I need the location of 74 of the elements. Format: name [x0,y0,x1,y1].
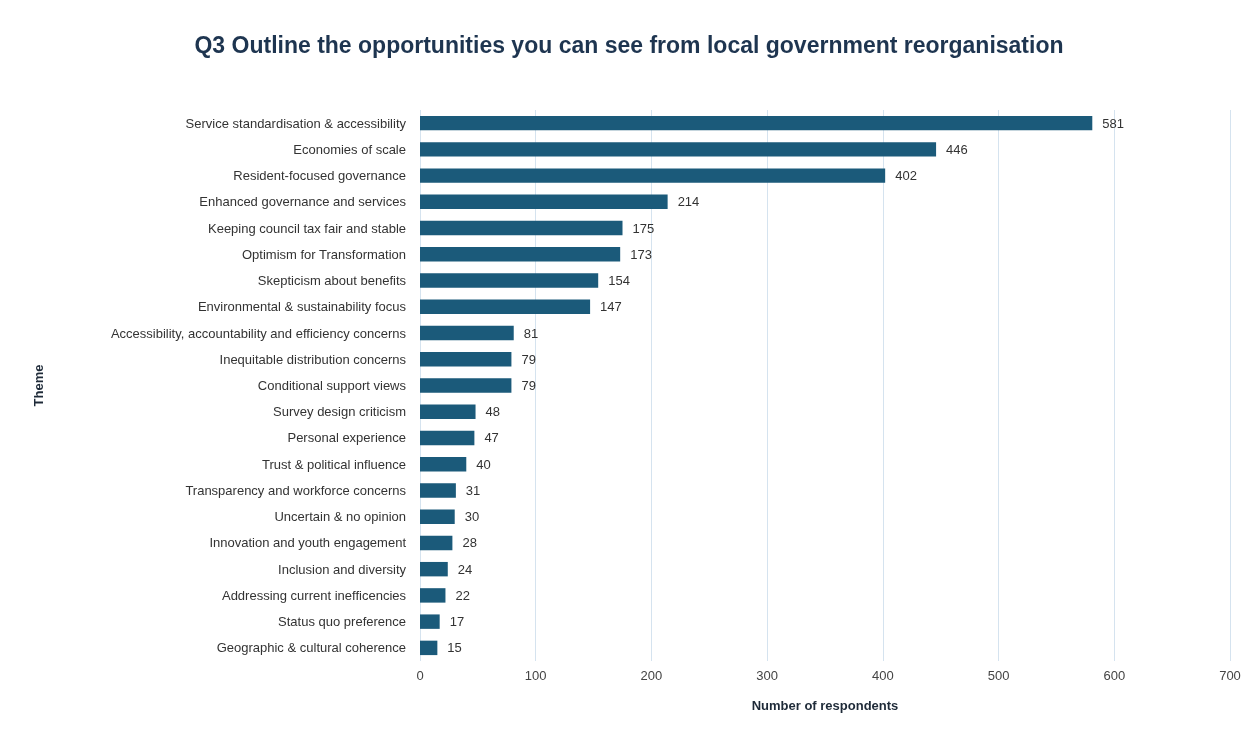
data-label: 40 [476,456,491,472]
bar [420,588,446,603]
bar [420,115,1093,131]
bar [420,168,886,183]
y-tick-label: Geographic & cultural coherence [216,640,406,656]
y-tick-label: Trust & political influence [261,456,406,472]
y-tick-label: Survey design criticism [273,404,406,420]
data-label: 15 [447,640,462,656]
y-tick-label: Enhanced governance and services [199,194,407,210]
y-tick-label: Skepticism about benefits [257,273,407,289]
y-tick-label: Innovation and youth engagement [209,535,407,551]
data-label: 24 [457,561,473,577]
bar [420,378,512,393]
y-tick-label: Transparency and workforce concerns [185,482,407,498]
y-tick-label: Optimism for Transformation [242,246,406,262]
y-tick-label: Uncertain & no opinion [274,509,406,525]
x-tick-label: 700 [1219,668,1241,683]
y-axis-title: Theme [31,364,46,407]
data-label: 79 [521,351,536,367]
x-tick-label: 100 [524,668,547,683]
data-label: 30 [464,509,480,525]
bar [420,614,440,629]
data-label: 28 [462,535,477,551]
bar [420,325,514,341]
data-label: 17 [449,614,465,630]
data-label: 402 [895,168,917,184]
x-tick-label: 500 [987,668,1010,683]
bar [420,220,623,236]
data-label: 173 [630,246,652,262]
bar [420,194,668,210]
bar [420,640,438,656]
bar [420,299,591,314]
bar [420,483,456,498]
bar [420,509,455,524]
y-tick-label: Economies of scale [293,141,406,157]
data-label: 79 [521,378,536,393]
data-label: 22 [455,587,470,603]
chart-title: Q3 Outline the opportunities you can see from local government reorganisation [194,31,1064,58]
data-label: 31 [465,482,481,498]
y-tick-label: Inequitable distribution concerns [219,351,407,367]
x-tick-label: 400 [872,668,894,683]
y-tick-label: Status quo preference [278,614,406,630]
data-label: 47 [484,430,499,446]
y-tick-label: Conditional support views [257,378,407,393]
data-label: 214 [677,194,700,210]
data-label: 581 [1102,115,1124,131]
bar [420,430,475,446]
data-label: 81 [523,325,539,341]
x-axis-title: Number of respondents [751,698,899,713]
y-tick-label: Personal experience [287,430,406,446]
data-label: 175 [632,220,655,236]
data-label: 147 [600,299,622,315]
y-tick-label: Accessibility, accountability and efficiency concerns [110,325,407,341]
data-label: 446 [946,141,968,157]
y-tick-label: Resident-focused governance [233,168,406,184]
y-tick-label: Addressing current inefficencies [221,587,407,603]
bar [420,535,453,551]
bar [420,352,512,367]
x-tick-label: 0 [416,668,424,683]
data-label: 48 [485,404,501,420]
bar [420,142,937,157]
y-tick-label: Inclusion and diversity [278,561,407,577]
y-tick-label: Environmental & sustainability focus [197,299,407,315]
data-label: 154 [608,273,630,289]
x-tick-label: 300 [756,668,778,683]
bar [420,404,476,419]
bar [420,457,467,472]
y-tick-label: Service standardisation & accessibility [185,115,407,131]
bar [420,273,599,288]
bar [420,561,448,577]
y-tick-label: Keeping council tax fair and stable [207,220,406,236]
x-tick-label: 600 [1103,668,1126,683]
x-tick-label: 200 [640,668,663,683]
bar [420,247,621,262]
